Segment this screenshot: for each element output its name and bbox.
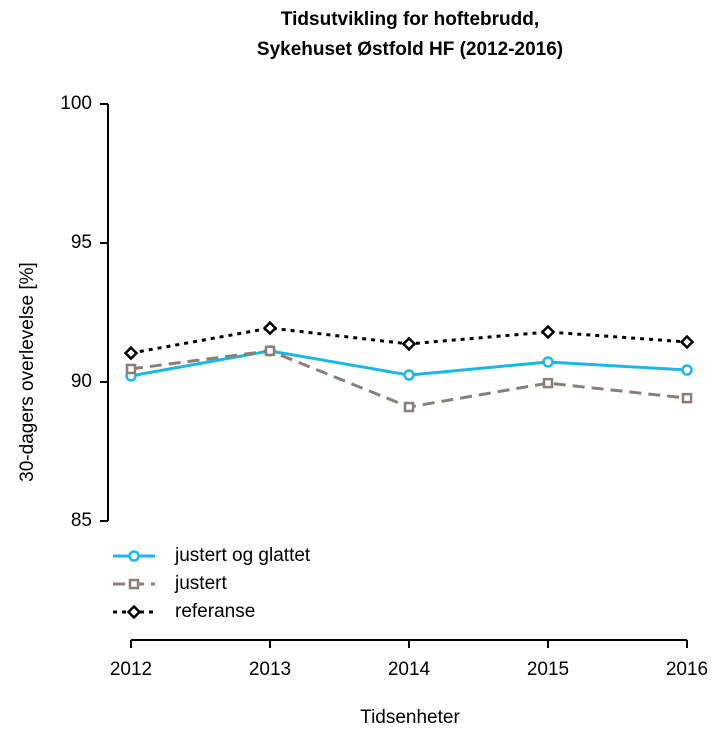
data-point [681,364,693,376]
y-tick-label: 100 [60,93,92,114]
x-tick-label: 2012 [110,659,152,680]
data-point [540,324,556,340]
x-tick-label: 2015 [527,659,569,680]
legend-label: justert [174,573,227,594]
data-point [679,334,695,350]
data-point [542,377,554,389]
x-tick-label: 2014 [388,659,431,680]
data-point [403,401,415,413]
legend-marker [128,550,140,562]
data-point [262,320,278,336]
x-axis-label: Tidsenheter [360,707,460,728]
data-point [403,369,415,381]
legend-label: referanse [175,601,255,622]
data-point [401,336,417,352]
x-tick-label: 2013 [249,659,291,680]
data-point [264,345,276,357]
data-point [125,363,137,375]
x-tick-label: 2016 [666,659,708,680]
y-tick-label: 90 [71,371,92,392]
data-point [681,392,693,404]
y-tick-label: 85 [71,510,92,531]
chart-title: Sykehuset Østfold HF (2012-2016) [257,39,563,60]
y-axis-label: 30-dagers overlevelse [%] [17,262,38,482]
legend-marker [126,604,142,620]
legend-label: justert og glattet [174,545,311,566]
data-point [542,356,554,368]
legend-marker [128,578,140,590]
y-tick-label: 95 [71,232,92,253]
data-point [123,345,139,361]
chart-title: Tidsutvikling for hoftebrudd, [281,9,539,30]
